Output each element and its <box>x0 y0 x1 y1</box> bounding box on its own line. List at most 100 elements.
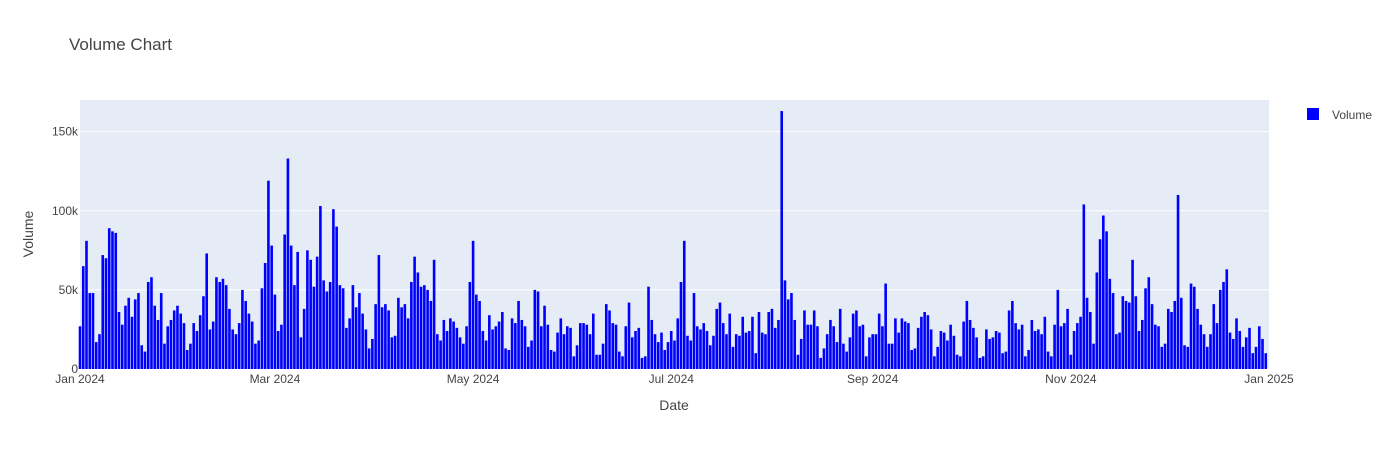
bar[interactable] <box>276 331 280 369</box>
bar[interactable] <box>582 323 585 369</box>
bar[interactable] <box>120 324 124 369</box>
bar[interactable] <box>536 291 540 369</box>
bar[interactable] <box>553 351 556 369</box>
bar[interactable] <box>738 335 741 369</box>
bar[interactable] <box>88 293 92 369</box>
bar[interactable] <box>257 340 260 369</box>
bar[interactable] <box>244 300 247 369</box>
bar[interactable] <box>1069 354 1073 369</box>
bar[interactable] <box>371 338 374 369</box>
bar[interactable] <box>877 313 881 369</box>
bar[interactable] <box>247 313 251 369</box>
bar[interactable] <box>803 310 806 369</box>
bar[interactable] <box>221 278 225 369</box>
bar[interactable] <box>643 356 647 369</box>
bar[interactable] <box>913 348 917 369</box>
bar[interactable] <box>920 316 923 369</box>
bar[interactable] <box>916 327 920 369</box>
bar[interactable] <box>1059 326 1063 369</box>
bar[interactable] <box>1033 331 1037 369</box>
bar[interactable] <box>137 293 140 369</box>
legend[interactable]: Volume <box>1307 108 1372 122</box>
bar[interactable] <box>1222 281 1225 369</box>
bar[interactable] <box>306 250 309 369</box>
bar[interactable] <box>309 259 312 369</box>
bar[interactable] <box>471 240 475 369</box>
bar[interactable] <box>150 277 153 369</box>
bar[interactable] <box>153 305 157 369</box>
bar[interactable] <box>1001 353 1004 369</box>
bar[interactable] <box>1163 343 1167 369</box>
bar[interactable] <box>182 323 186 369</box>
bar[interactable] <box>757 312 761 369</box>
bar[interactable] <box>293 285 296 369</box>
bar[interactable] <box>117 312 121 369</box>
bar[interactable] <box>1118 332 1121 369</box>
bar[interactable] <box>851 313 855 369</box>
bar[interactable] <box>799 338 803 369</box>
bar[interactable] <box>565 326 569 369</box>
bar[interactable] <box>374 304 377 369</box>
bar[interactable] <box>176 305 179 369</box>
bar[interactable] <box>432 259 436 369</box>
bar[interactable] <box>1105 231 1108 369</box>
bar[interactable] <box>514 323 517 369</box>
bar[interactable] <box>894 318 897 369</box>
bar[interactable] <box>241 289 244 369</box>
bar[interactable] <box>146 281 150 369</box>
bar[interactable] <box>351 285 355 369</box>
bar[interactable] <box>806 324 809 369</box>
bar[interactable] <box>1046 351 1050 369</box>
bar[interactable] <box>936 346 939 369</box>
bar[interactable] <box>838 308 842 369</box>
bar[interactable] <box>689 340 693 369</box>
bar[interactable] <box>166 326 170 369</box>
bar[interactable] <box>127 297 131 369</box>
bar[interactable] <box>452 321 455 369</box>
bar[interactable] <box>484 340 488 369</box>
bar[interactable] <box>384 304 387 369</box>
bar[interactable] <box>1082 204 1086 369</box>
bar[interactable] <box>546 324 550 369</box>
bar[interactable] <box>1186 346 1190 369</box>
bar[interactable] <box>923 312 926 369</box>
bar[interactable] <box>107 228 111 369</box>
bar[interactable] <box>949 324 952 369</box>
bar[interactable] <box>1264 353 1268 369</box>
bar[interactable] <box>406 318 410 369</box>
bar[interactable] <box>1196 308 1199 369</box>
bar[interactable] <box>273 294 277 369</box>
bar[interactable] <box>715 308 719 369</box>
bar[interactable] <box>890 343 894 369</box>
bar[interactable] <box>315 256 319 369</box>
bar[interactable] <box>1257 326 1261 369</box>
bar[interactable] <box>783 280 787 369</box>
bar[interactable] <box>400 307 403 369</box>
bar[interactable] <box>416 272 420 369</box>
bar[interactable] <box>133 299 137 369</box>
bar[interactable] <box>1215 323 1219 369</box>
bar[interactable] <box>578 323 582 369</box>
bar[interactable] <box>380 307 384 369</box>
bar[interactable] <box>634 331 637 369</box>
bar[interactable] <box>965 300 969 369</box>
bar[interactable] <box>604 304 608 369</box>
bar[interactable] <box>929 329 933 369</box>
bar[interactable] <box>286 158 290 369</box>
bar[interactable] <box>208 329 212 369</box>
bar[interactable] <box>868 337 871 369</box>
bar[interactable] <box>562 334 566 369</box>
bar[interactable] <box>1095 272 1099 369</box>
bar[interactable] <box>475 294 478 369</box>
bar[interactable] <box>423 285 426 369</box>
bar[interactable] <box>1131 259 1134 369</box>
bar[interactable] <box>91 293 95 369</box>
bar[interactable] <box>237 323 241 369</box>
bar[interactable] <box>195 331 199 369</box>
bar[interactable] <box>1153 324 1157 369</box>
bar[interactable] <box>523 326 527 369</box>
bar[interactable] <box>299 337 303 369</box>
bar[interactable] <box>975 337 978 369</box>
bar[interactable] <box>1189 283 1193 369</box>
bar[interactable] <box>114 232 118 369</box>
